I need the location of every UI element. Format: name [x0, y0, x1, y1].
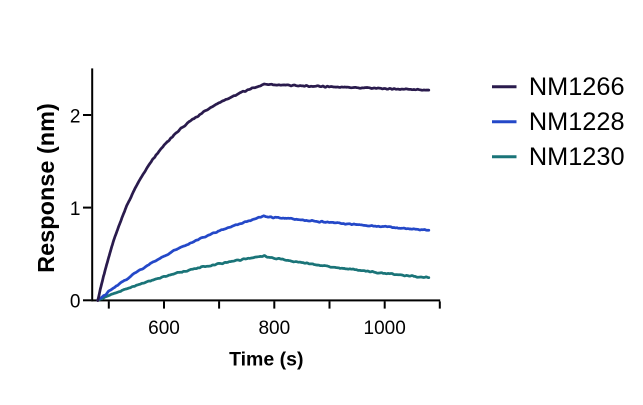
svg-text:1000: 1000	[364, 318, 406, 339]
svg-text:NM1266: NM1266	[529, 73, 625, 101]
svg-text:800: 800	[258, 318, 290, 339]
svg-text:2: 2	[70, 106, 81, 127]
svg-text:Time (s): Time (s)	[229, 348, 303, 370]
svg-text:0: 0	[70, 292, 81, 313]
svg-text:NM1228: NM1228	[529, 108, 625, 136]
svg-text:Response (nm): Response (nm)	[33, 103, 59, 273]
svg-text:600: 600	[148, 318, 180, 339]
svg-text:NM1230: NM1230	[529, 143, 625, 171]
svg-text:1: 1	[70, 199, 81, 220]
